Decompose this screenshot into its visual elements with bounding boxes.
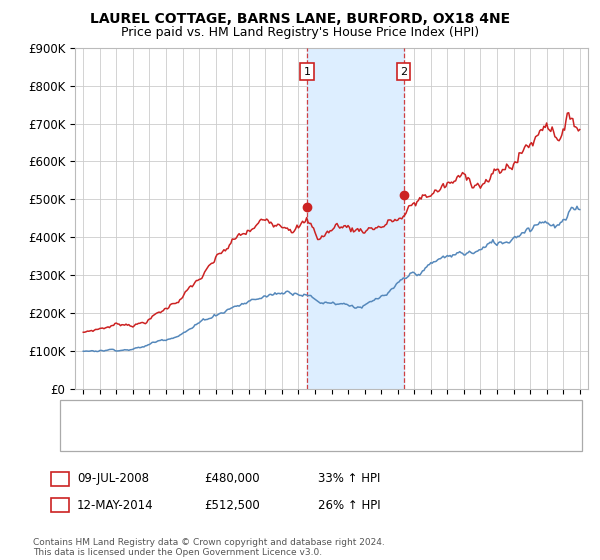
Text: 33% ↑ HPI: 33% ↑ HPI: [318, 472, 380, 486]
Text: HPI: Average price, detached house, West Oxfordshire: HPI: Average price, detached house, West…: [98, 432, 380, 442]
Text: £512,500: £512,500: [204, 498, 260, 512]
Text: 09-JUL-2008: 09-JUL-2008: [77, 472, 149, 486]
Bar: [307, 48, 404, 389]
Text: Price paid vs. HM Land Registry's House Price Index (HPI): Price paid vs. HM Land Registry's House …: [121, 26, 479, 39]
Text: LAUREL COTTAGE, BARNS LANE, BURFORD, OX18 4NE: LAUREL COTTAGE, BARNS LANE, BURFORD, OX1…: [90, 12, 510, 26]
Text: 26% ↑ HPI: 26% ↑ HPI: [318, 498, 380, 512]
Text: 2: 2: [56, 498, 64, 512]
Text: Contains HM Land Registry data © Crown copyright and database right 2024.
This d: Contains HM Land Registry data © Crown c…: [33, 538, 385, 557]
Text: —: —: [71, 407, 86, 422]
Text: LAUREL COTTAGE, BARNS LANE, BURFORD, OX18 4NE (detached house): LAUREL COTTAGE, BARNS LANE, BURFORD, OX1…: [98, 409, 474, 419]
Text: 2: 2: [400, 67, 407, 77]
Text: 1: 1: [56, 472, 64, 486]
Text: —: —: [71, 429, 86, 444]
Text: £480,000: £480,000: [204, 472, 260, 486]
Text: 1: 1: [304, 67, 311, 77]
Text: 12-MAY-2014: 12-MAY-2014: [77, 498, 154, 512]
